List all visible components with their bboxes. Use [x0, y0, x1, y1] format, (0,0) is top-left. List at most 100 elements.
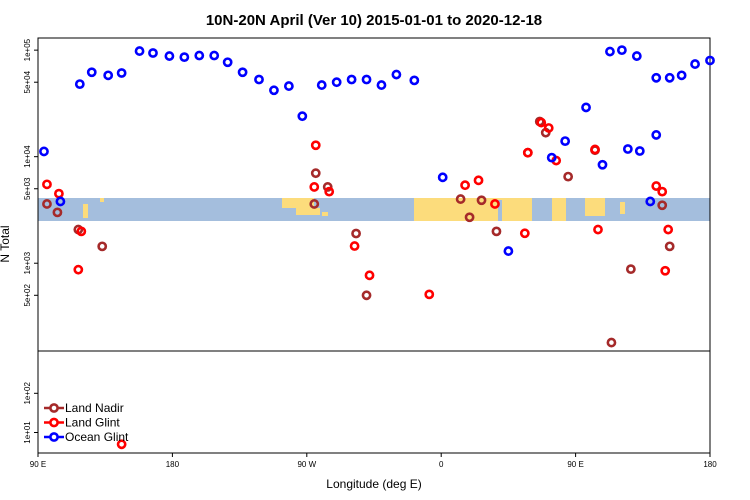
- land-nadir-point: [491, 226, 502, 237]
- ocean-band: [38, 198, 710, 221]
- land-nadir-point: [563, 171, 574, 182]
- ocean-glint-point: [283, 81, 294, 91]
- land-nadir-point: [309, 199, 320, 209]
- world-map-band: [38, 198, 710, 221]
- ocean-glint-point: [237, 67, 248, 78]
- land-nadir-point: [97, 241, 108, 252]
- ocean-glint-point: [581, 102, 591, 113]
- land-glint-point: [42, 179, 52, 190]
- ocean-glint-point: [297, 111, 308, 122]
- land-nadir-point: [464, 212, 475, 223]
- y-tick-label: 1e+05: [23, 38, 32, 61]
- land-nadir-point: [664, 241, 675, 252]
- x-tick-label: 0: [439, 460, 444, 469]
- ocean-glint-point: [616, 45, 627, 56]
- y-axis-label: N Total: [0, 225, 12, 262]
- ocean-glint-point: [254, 74, 264, 85]
- ocean-glint-point: [676, 70, 687, 81]
- ocean-glint-point: [134, 46, 145, 56]
- ocean-glint-point: [690, 59, 700, 69]
- ocean-glint-point: [179, 52, 190, 63]
- land-nadir-point: [476, 195, 487, 206]
- ocean-glint-point: [631, 51, 642, 61]
- legend-label-land-glint: Land Glint: [65, 416, 120, 430]
- ocean-glint-point: [55, 196, 66, 207]
- ocean-glint-point: [361, 74, 372, 85]
- land-glint-point: [536, 117, 547, 128]
- ocean-glint-point: [622, 144, 633, 154]
- land-glint-point: [519, 228, 530, 239]
- land-nadir-point: [455, 194, 466, 204]
- y-tick-label: 1e+01: [23, 421, 32, 444]
- ocean-glint-point: [164, 51, 175, 61]
- x-tick-label: 90 E: [567, 460, 583, 469]
- ocean-glint-point: [103, 70, 114, 81]
- land-philippines: [83, 204, 88, 218]
- land-nadir-point: [625, 264, 636, 275]
- ocean-glint-point: [316, 80, 327, 90]
- land-africa-arabia: [414, 198, 532, 221]
- bay-of-bengal: [568, 198, 584, 221]
- ocean-glint-point: [409, 75, 420, 86]
- ocean-glint-point: [664, 72, 675, 83]
- y-tick-label: 5e+03: [23, 177, 32, 200]
- legend-marker-land-nadir: [49, 403, 59, 413]
- land-nadir-point: [606, 337, 617, 348]
- legend-marker-land-glint: [49, 417, 59, 428]
- ocean-glint-point: [376, 80, 387, 90]
- land-nadir-point: [42, 199, 52, 209]
- land-glint-point: [324, 186, 335, 197]
- land-glint-point: [651, 181, 662, 191]
- ocean-glint-point: [39, 146, 49, 157]
- y-tick-label: 5e+04: [23, 70, 32, 93]
- legend-marker-ocean-glint: [49, 432, 59, 442]
- ocean-glint-point: [645, 196, 656, 207]
- y-tick-label: 1e+04: [23, 145, 32, 168]
- land-caribbean: [322, 212, 328, 216]
- ocean-glint-point: [116, 68, 127, 78]
- land-glint-point: [522, 147, 533, 158]
- ocean-glint-point: [209, 50, 220, 61]
- land-nadir-point: [52, 207, 63, 218]
- land-indochina: [585, 198, 605, 216]
- ocean-glint-point: [194, 50, 205, 61]
- x-tick-label: 90 E: [30, 460, 46, 469]
- x-tick-label: 180: [703, 460, 717, 469]
- axes: 90 E 180 90 W 0 90 E 180 1e+05 5e+04 1e+04 5e+03 1…: [23, 38, 717, 469]
- land-glint-point: [73, 264, 84, 275]
- land-glint-point: [349, 241, 360, 251]
- red-sea: [498, 200, 502, 221]
- ocean-glint-point: [605, 46, 615, 57]
- ocean-glint-point: [651, 72, 662, 83]
- ocean-glint-point: [346, 74, 357, 85]
- upper-panel-frame: [37, 37, 711, 352]
- land-glint-point: [593, 224, 603, 235]
- y-tick-label: 1e+02: [23, 382, 32, 405]
- land-nadir-point: [351, 228, 361, 239]
- land-glint-point: [590, 144, 600, 155]
- land-glint-point: [490, 199, 500, 209]
- x-tick-label: 90 W: [297, 460, 316, 469]
- land-glint-point: [424, 289, 435, 300]
- land-central-america: [296, 208, 320, 215]
- land-glint-point: [310, 140, 321, 151]
- ocean-glint-point: [503, 246, 514, 256]
- land-luzon: [620, 202, 625, 214]
- ocean-glint-point: [74, 79, 85, 90]
- land-india: [552, 198, 566, 221]
- x-tick-label: 180: [166, 460, 180, 469]
- land-glint-point: [657, 186, 668, 197]
- ocean-glint-point: [651, 130, 662, 140]
- land-glint-point: [116, 439, 127, 450]
- land-mexico: [282, 198, 314, 208]
- ocean-glint-point: [269, 85, 279, 96]
- land-nadir-point: [322, 182, 333, 192]
- ocean-glint-point: [546, 152, 557, 163]
- land-glint-point: [309, 182, 320, 192]
- ocean-glint-point: [391, 69, 402, 80]
- ocean-glint-point: [222, 57, 233, 68]
- legend-label-ocean-glint: Ocean Glint: [65, 430, 129, 444]
- land-nadir-point: [657, 200, 668, 211]
- x-axis-label: Longitude (deg E): [326, 477, 421, 491]
